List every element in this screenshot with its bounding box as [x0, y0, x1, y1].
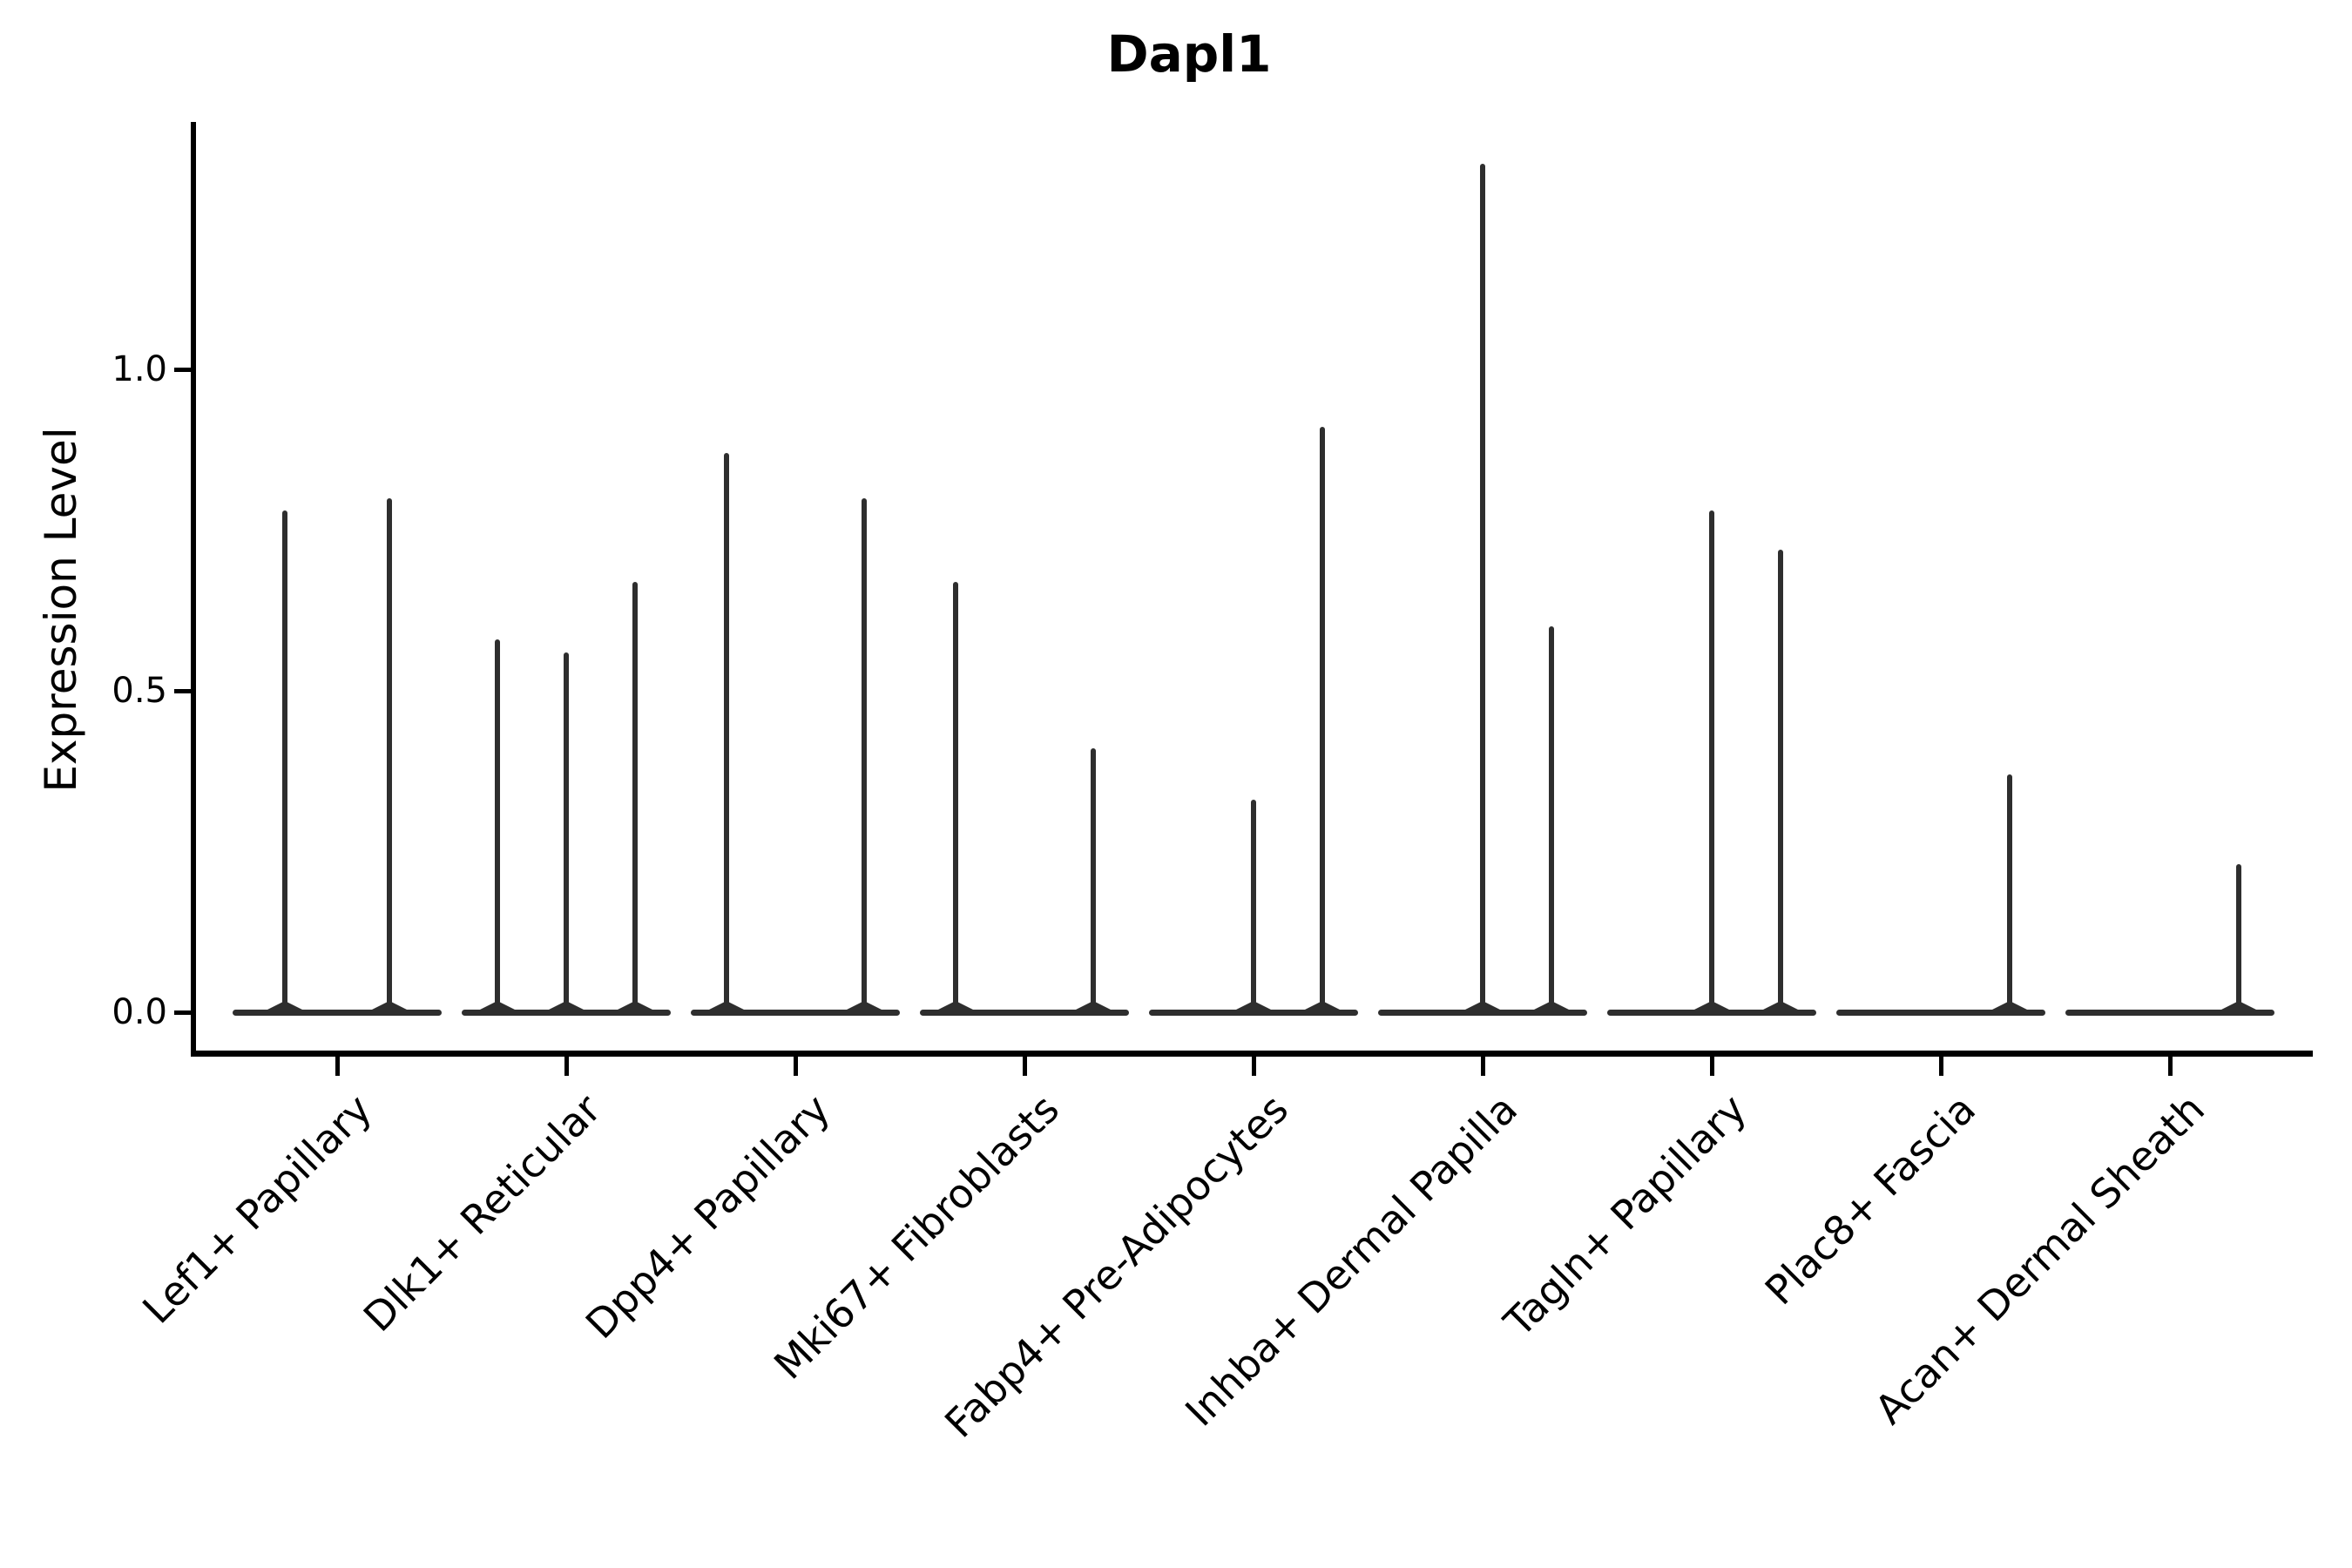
x-tick	[1251, 1057, 1256, 1076]
violin-base-flare	[480, 1001, 515, 1010]
violin-base-flare	[1694, 1001, 1729, 1010]
violin-baseline	[1607, 1009, 1816, 1016]
violin-spike	[1709, 510, 1714, 1012]
x-tick-label: Acan+ Dermal Sheath	[1865, 1085, 2214, 1434]
violin-baseline	[920, 1009, 1129, 1016]
violin-base-flare	[618, 1001, 652, 1010]
violin-base-flare	[1236, 1001, 1271, 1010]
violin-spike	[862, 497, 867, 1012]
x-tick	[1709, 1057, 1714, 1076]
violin-baseline	[1378, 1009, 1587, 1016]
x-tick	[1480, 1057, 1485, 1076]
violin-base-flare	[938, 1001, 973, 1010]
violin-base-flare	[1305, 1001, 1340, 1010]
y-tick	[174, 367, 193, 372]
violin-spike	[632, 581, 638, 1012]
violin-baseline	[462, 1009, 671, 1016]
violin-spike	[1251, 800, 1256, 1012]
y-tick-label: 0.5	[112, 671, 167, 711]
violin-base-flare	[267, 1001, 302, 1010]
violin-spike	[495, 639, 500, 1012]
y-tick-label: 1.0	[112, 349, 167, 389]
violin-spike	[1778, 549, 1783, 1012]
violin-spike	[953, 581, 958, 1012]
x-tick-label: Fabp4+ Pre-Adipocytes	[936, 1085, 1298, 1447]
x-tick	[2167, 1057, 2173, 1076]
x-tick-label: Mki67+ Fibroblasts	[765, 1085, 1069, 1389]
violin-spike	[387, 497, 392, 1012]
x-tick	[1938, 1057, 1943, 1076]
x-tick-label: Dpp4+ Papillary	[576, 1085, 840, 1348]
violin-spike	[724, 452, 729, 1012]
violin-baseline	[1836, 1009, 2045, 1016]
x-tick-label: Inhba+ Dermal Papilla	[1176, 1085, 1527, 1436]
plot-title: Dapl1	[1106, 24, 1272, 84]
violin-base-flare	[709, 1001, 744, 1010]
violin-base-flare	[372, 1001, 407, 1010]
x-tick	[793, 1057, 798, 1076]
x-tick	[564, 1057, 569, 1076]
y-tick-label: 0.0	[112, 992, 167, 1032]
y-tick	[174, 688, 193, 693]
violin-baseline	[691, 1009, 900, 1016]
violin-base-flare	[2221, 1001, 2256, 1010]
violin-spike	[1320, 427, 1325, 1012]
violin-base-flare	[1534, 1001, 1569, 1010]
violin-base-flare	[549, 1001, 584, 1010]
violin-spike	[564, 652, 569, 1012]
x-tick-label: Tagln+ Papillary	[1495, 1085, 1756, 1346]
violin-spike	[2007, 774, 2012, 1012]
x-axis-spine	[191, 1051, 2313, 1057]
x-tick	[335, 1057, 340, 1076]
violin-baseline	[233, 1009, 442, 1016]
violin-baseline	[1149, 1009, 1358, 1016]
violin-spike	[1480, 163, 1485, 1012]
violin-baseline	[2065, 1009, 2274, 1016]
violin-base-flare	[1076, 1001, 1111, 1010]
x-tick-label: Plac8+ Fascia	[1755, 1085, 1985, 1315]
y-axis-spine	[191, 122, 196, 1056]
y-tick	[174, 1010, 193, 1015]
violin-base-flare	[1992, 1001, 2027, 1010]
violin-spike	[1091, 748, 1096, 1012]
x-tick-label: Dlk1+ Reticular	[354, 1085, 611, 1342]
violin-spike	[1549, 626, 1554, 1012]
violin-spike	[2236, 864, 2241, 1012]
x-tick	[1022, 1057, 1027, 1076]
violin-base-flare	[1763, 1001, 1798, 1010]
violin-spike	[282, 510, 287, 1012]
violin-base-flare	[1465, 1001, 1500, 1010]
violin-base-flare	[847, 1001, 882, 1010]
